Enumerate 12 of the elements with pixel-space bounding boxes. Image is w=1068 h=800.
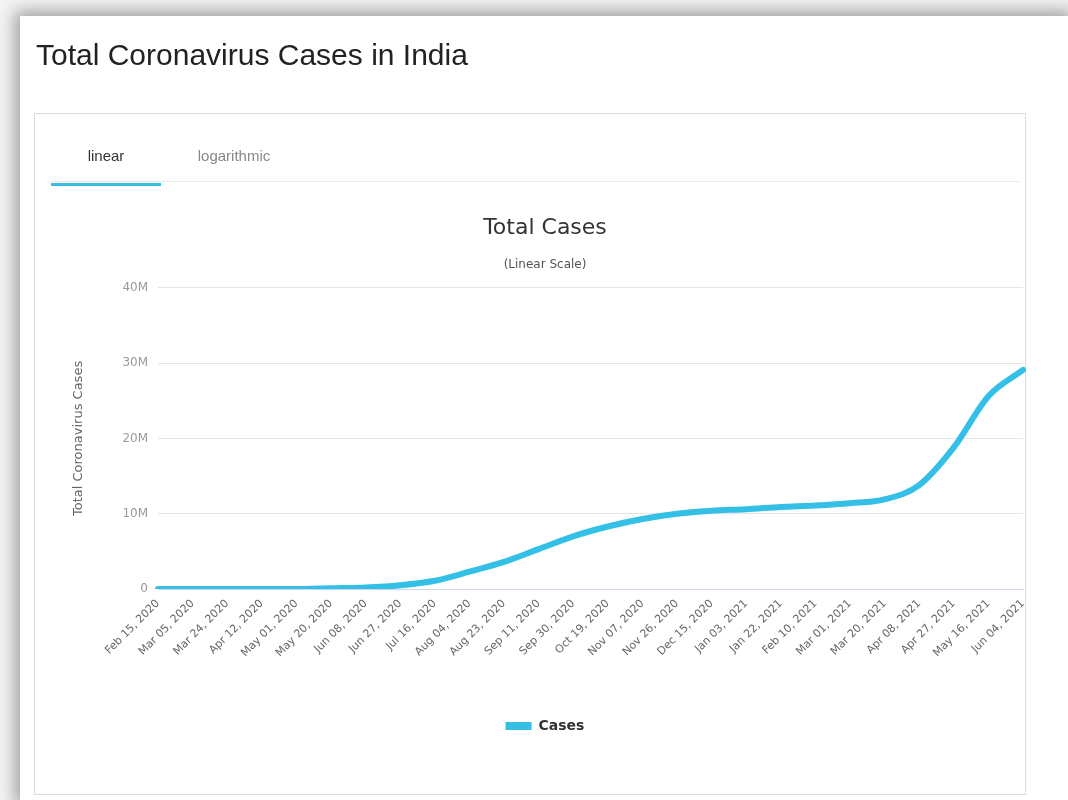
chart-title: Total Cases bbox=[482, 213, 607, 239]
chart-subtitle: (Linear Scale) bbox=[503, 256, 587, 271]
legend-label: Cases bbox=[538, 716, 585, 733]
tab[interactable]: logarithmic bbox=[179, 140, 289, 186]
y-axis-title: Total Coronavirus Cases bbox=[70, 360, 86, 517]
y-tick-label: 40M bbox=[122, 279, 148, 294]
y-tick-label: 20M bbox=[122, 430, 148, 445]
y-tick-label: 0 bbox=[140, 581, 148, 596]
y-tick-label: 10M bbox=[122, 505, 148, 520]
tab[interactable]: linear bbox=[51, 140, 161, 186]
y-tick-label: 30M bbox=[122, 355, 148, 370]
text: Total Coronavirus Cases in India bbox=[36, 38, 468, 72]
